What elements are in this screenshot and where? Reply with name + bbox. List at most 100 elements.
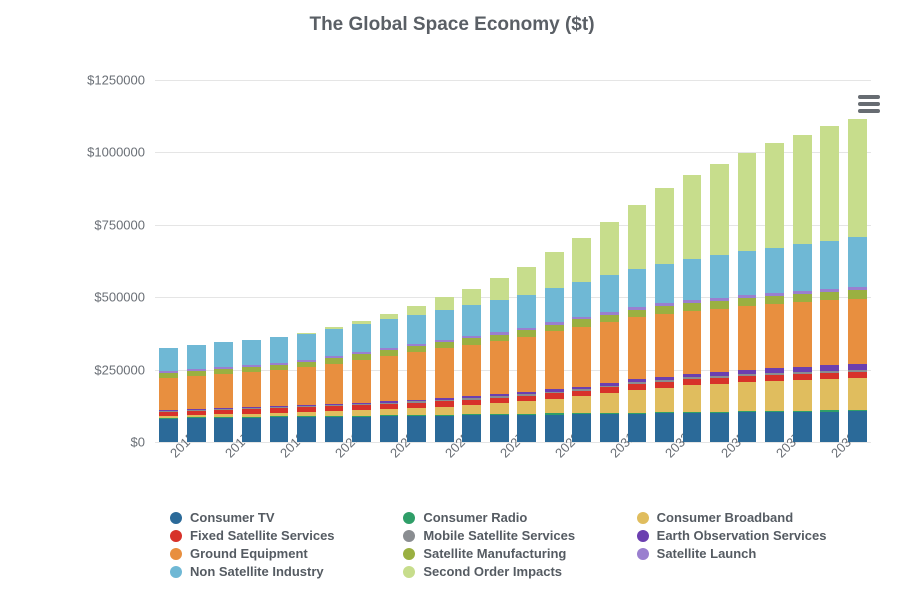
bar-segment-consumer_radio xyxy=(462,414,481,415)
bar-segment-consumer_broadband xyxy=(738,382,757,411)
bar-segment-mobile_sat_services xyxy=(628,382,647,384)
bar-segment-consumer_tv xyxy=(407,416,426,442)
bar-segment-second_order_impacts xyxy=(738,153,757,251)
legend-item-fixed_sat_services[interactable]: Fixed Satellite Services xyxy=(170,528,393,543)
bar-segment-sat_launch xyxy=(600,312,619,315)
bar-segment-sat_launch xyxy=(545,322,564,325)
bar-segment-consumer_broadband xyxy=(820,379,839,410)
bar-segment-consumer_radio xyxy=(242,417,261,418)
bar-segment-sat_manufacturing xyxy=(848,290,867,299)
bar-segment-second_order_impacts xyxy=(683,175,702,259)
bar-segment-mobile_sat_services xyxy=(462,398,481,399)
bar-segment-earth_obs_services xyxy=(793,367,812,372)
bar-segment-sat_manufacturing xyxy=(545,325,564,332)
bar-segment-earth_obs_services xyxy=(848,364,867,370)
legend-item-consumer_radio[interactable]: Consumer Radio xyxy=(403,510,626,525)
chart-title: The Global Space Economy ($t) xyxy=(0,14,904,36)
legend-item-mobile_sat_services[interactable]: Mobile Satellite Services xyxy=(403,528,626,543)
legend-label: Consumer Radio xyxy=(423,510,527,525)
bar-segment-consumer_tv xyxy=(435,416,454,442)
bar-segment-consumer_radio xyxy=(820,410,839,411)
legend-item-earth_obs_services[interactable]: Earth Observation Services xyxy=(637,528,860,543)
bar-segment-consumer_radio xyxy=(517,414,536,415)
legend-item-consumer_broadband[interactable]: Consumer Broadband xyxy=(637,510,860,525)
bar-segment-sat_launch xyxy=(407,344,426,346)
bar-segment-fixed_sat_services xyxy=(325,406,344,411)
bar-segment-non_sat_industry xyxy=(655,264,674,304)
legend-item-second_order_impacts[interactable]: Second Order Impacts xyxy=(403,564,626,579)
bar-segment-ground_equipment xyxy=(352,360,371,403)
bar-segment-non_sat_industry xyxy=(628,269,647,307)
bar-segment-ground_equipment xyxy=(710,309,729,372)
bar-segment-consumer_radio xyxy=(765,411,784,412)
legend-item-consumer_tv[interactable]: Consumer TV xyxy=(170,510,393,525)
bar-segment-earth_obs_services xyxy=(820,365,839,371)
bar-segment-non_sat_industry xyxy=(710,255,729,298)
bar-segment-fixed_sat_services xyxy=(765,375,784,381)
legend-swatch xyxy=(403,566,415,578)
legend-swatch xyxy=(170,566,182,578)
bar-segment-consumer_tv xyxy=(352,417,371,442)
bar-segment-mobile_sat_services xyxy=(848,370,867,372)
bar-segment-ground_equipment xyxy=(683,311,702,374)
bar-segment-sat_manufacturing xyxy=(600,315,619,322)
bar-segment-earth_obs_services xyxy=(490,394,509,396)
bar-segment-mobile_sat_services xyxy=(214,409,233,410)
bar: 2019e xyxy=(270,80,289,442)
bar-segment-sat_launch xyxy=(187,369,206,371)
bar-segment-second_order_impacts xyxy=(325,327,344,329)
bar-segment-consumer_broadband xyxy=(435,407,454,415)
bar: 2035e xyxy=(710,80,729,442)
bar-segment-consumer_tv xyxy=(655,413,674,442)
bar-segment-consumer_tv xyxy=(242,418,261,442)
bar-segment-mobile_sat_services xyxy=(600,386,619,388)
bar-segment-non_sat_industry xyxy=(325,329,344,356)
bar-segment-sat_launch xyxy=(738,295,757,298)
bar-segment-consumer_broadband xyxy=(655,388,674,413)
bar-segment-fixed_sat_services xyxy=(214,410,233,414)
bar xyxy=(683,80,702,442)
bar-segment-non_sat_industry xyxy=(765,248,784,293)
bar-segment-earth_obs_services xyxy=(380,401,399,402)
legend-item-sat_launch[interactable]: Satellite Launch xyxy=(637,546,860,561)
y-tick-label: $1250000 xyxy=(87,73,145,88)
bar-segment-consumer_tv xyxy=(628,414,647,442)
bar-segment-sat_manufacturing xyxy=(572,319,591,326)
bar-segment-mobile_sat_services xyxy=(352,404,371,405)
bar-segment-ground_equipment xyxy=(407,352,426,400)
legend-swatch xyxy=(170,530,182,542)
bar-segment-non_sat_industry xyxy=(793,244,812,291)
bar-segment-non_sat_industry xyxy=(435,310,454,340)
bar xyxy=(793,80,812,442)
bar-segment-consumer_tv xyxy=(517,415,536,442)
bar-segment-ground_equipment xyxy=(380,356,399,401)
bar-segment-consumer_radio xyxy=(490,414,509,415)
bar-segment-sat_manufacturing xyxy=(380,350,399,356)
bar-segment-sat_launch xyxy=(793,291,812,294)
bar-segment-sat_launch xyxy=(462,336,481,338)
legend-label: Non Satellite Industry xyxy=(190,564,324,579)
bar: 2037e xyxy=(765,80,784,442)
bar-segment-consumer_tv xyxy=(270,417,289,442)
bar-segment-ground_equipment xyxy=(159,378,178,410)
bar-segment-sat_manufacturing xyxy=(793,294,812,302)
grid-line xyxy=(155,370,871,371)
legend-item-ground_equipment[interactable]: Ground Equipment xyxy=(170,546,393,561)
legend-label: Satellite Manufacturing xyxy=(423,546,566,561)
bar-segment-sat_manufacturing xyxy=(270,365,289,371)
bar-segment-consumer_tv xyxy=(462,415,481,442)
legend-swatch xyxy=(637,512,649,524)
chart-container: The Global Space Economy ($t) $0$250000$… xyxy=(0,0,904,604)
grid-line xyxy=(155,152,871,153)
legend-item-non_sat_industry[interactable]: Non Satellite Industry xyxy=(170,564,393,579)
bar-segment-earth_obs_services xyxy=(242,407,261,408)
bar-segment-earth_obs_services xyxy=(352,403,371,404)
bar-segment-consumer_tv xyxy=(187,418,206,442)
bar-segment-non_sat_industry xyxy=(683,259,702,300)
bar-segment-fixed_sat_services xyxy=(848,372,867,379)
bar-segment-sat_launch xyxy=(820,289,839,292)
bar-segment-sat_launch xyxy=(572,317,591,320)
bar: 2027e xyxy=(490,80,509,442)
bar-segment-fixed_sat_services xyxy=(710,378,729,384)
legend-item-sat_manufacturing[interactable]: Satellite Manufacturing xyxy=(403,546,626,561)
